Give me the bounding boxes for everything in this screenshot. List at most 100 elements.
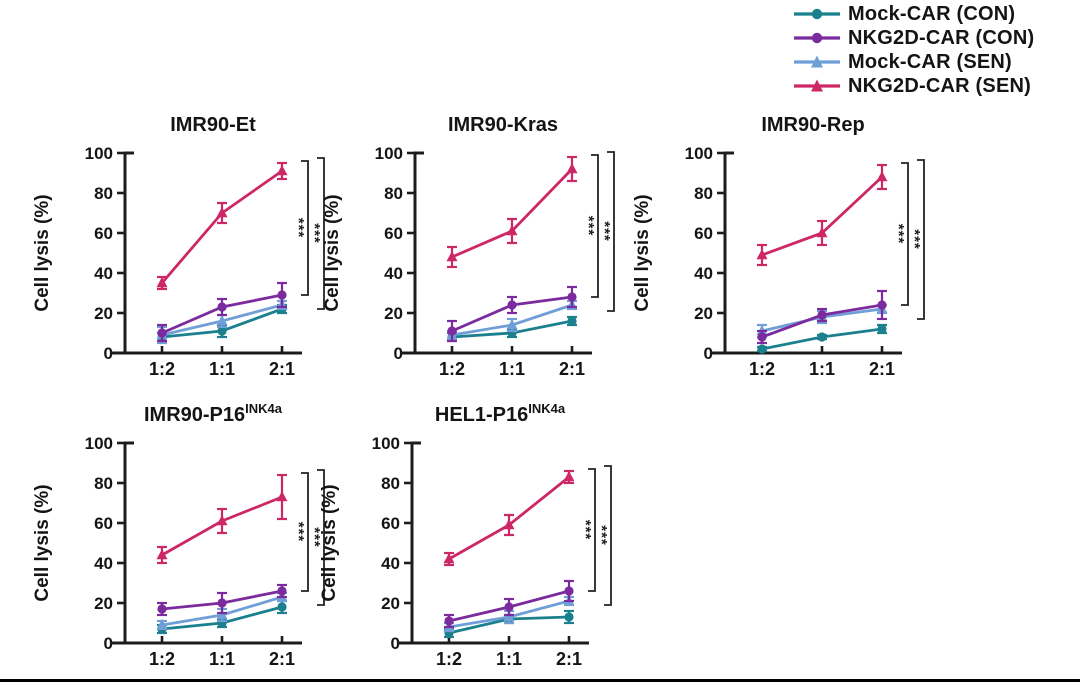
chart-imr90-et: IMR90-Et Cell lysis (%) 0 20 40 60 80 100 1:2 1:1… [30,105,345,387]
x-tick-label: 1:1 [809,359,835,379]
x-tick-label: 1:2 [439,359,465,379]
data-point [877,300,887,310]
data-point [503,519,515,530]
legend-circle-glyph [811,8,823,20]
chart-imr90-kras: IMR90-Kras Cell lysis (%) 0 20 40 60 80 100 1:2 1… [320,105,635,387]
data-point [444,616,454,626]
y-tick-label: 0 [391,634,400,653]
series-nkg2d-car-con- [157,583,287,617]
significance-stars: *** [306,223,323,244]
y-tick-label: 40 [94,554,113,573]
chart-title: HEL1-P16INK4a [435,401,566,426]
series-nkg2d-car-sen- [156,473,288,565]
x-tick-label: 1:1 [209,649,235,669]
y-tick-label: 100 [372,434,400,453]
circle-marker-icon [791,29,843,47]
legend-item-mock-car-sen: Mock-CAR (SEN) [791,50,1034,74]
y-tick-label: 20 [381,594,400,613]
data-point [157,604,167,614]
significance-bracket [301,472,309,592]
data-point [757,332,767,342]
x-tick-label: 2:1 [559,359,585,379]
series-nkg2d-car-sen- [443,469,575,567]
data-point [757,344,767,354]
series-nkg2d-car-con- [447,285,577,343]
significance-bracket [917,159,925,320]
significance-stars: *** [593,525,610,546]
y-tick-label: 100 [685,144,713,163]
significance-stars: *** [577,520,594,541]
data-point [276,165,288,176]
significance-stars: *** [596,221,613,242]
triangle-marker-icon [791,77,843,95]
chart-title: IMR90-Kras [448,114,558,136]
x-tick-label: 1:1 [499,359,525,379]
y-tick-label: 40 [694,264,713,283]
data-point [156,277,168,288]
data-point [276,491,288,502]
legend-label: Mock-CAR (SEN) [848,50,1012,73]
x-tick-label: 1:2 [749,359,775,379]
y-tick-label: 20 [94,594,113,613]
legend-label: NKG2D-CAR (CON) [848,26,1035,49]
data-point [817,332,827,342]
y-axis-label: Cell lysis (%) [32,194,53,311]
y-tick-label: 0 [104,344,113,363]
y-tick-label: 0 [394,344,403,363]
y-tick-label: 100 [85,144,113,163]
legend: Mock-CAR (CON) NKG2D-CAR (CON) Mock-CAR … [791,2,1034,98]
y-tick-label: 80 [384,184,403,203]
chart-imr90-p16ink4a: IMR90-P16INK4a Cell lysis (%) 0 20 40 60 80 100… [30,395,345,677]
legend-circle-glyph [811,32,823,44]
y-tick-label: 60 [384,224,403,243]
x-tick-label: 2:1 [269,649,295,669]
chart-imr90-rep: IMR90-Rep Cell lysis (%) 0 20 40 60 80 100 1:2 1:… [630,105,945,387]
data-point [567,292,577,302]
y-axis-label: Cell lysis (%) [632,194,653,311]
x-tick-label: 1:1 [496,649,522,669]
legend-item-nkg2d-car-sen: NKG2D-CAR (SEN) [791,74,1034,98]
data-point [216,315,228,326]
data-point [157,328,167,338]
data-point [877,324,887,334]
y-tick-label: 80 [694,184,713,203]
y-tick-label: 40 [384,264,403,283]
y-tick-label: 80 [94,474,113,493]
significance-stars: *** [290,522,307,543]
data-point [216,515,228,526]
series-mock-car-con- [157,599,287,635]
chart-hel1-p16ink4a: HEL1-P16INK4a Cell lysis (%) 0 20 40 60 80 100 1… [317,395,632,677]
data-point [564,586,574,596]
series-nkg2d-car-con- [757,289,887,345]
legend-label: NKG2D-CAR (SEN) [848,74,1031,97]
data-point [277,602,287,612]
data-point [876,171,888,182]
significance-bracket [591,154,599,298]
y-tick-label: 100 [85,434,113,453]
y-tick-label: 20 [384,304,403,323]
y-tick-label: 40 [94,264,113,283]
legend-triangle-glyph [811,79,823,92]
data-point [567,316,577,326]
chart-title: IMR90-Rep [761,114,864,136]
data-point [756,249,768,260]
legend-triangle-glyph [811,55,823,68]
data-point [566,163,578,174]
figure-bottom-rule [0,679,1080,682]
legend-label: Mock-CAR (CON) [848,2,1016,25]
significance-stars: *** [890,224,907,245]
series-nkg2d-car-sen- [756,163,888,267]
y-tick-label: 100 [375,144,403,163]
chart-title: IMR90-Et [170,114,256,136]
series-line [160,169,283,284]
y-axis-label: Cell lysis (%) [32,484,53,601]
y-tick-label: 0 [104,634,113,653]
data-point [277,586,287,596]
x-tick-label: 2:1 [869,359,895,379]
y-tick-label: 60 [94,224,113,243]
significance-bracket [604,465,612,606]
y-tick-label: 80 [381,474,400,493]
data-point [507,300,517,310]
series-nkg2d-car-sen- [156,161,288,291]
